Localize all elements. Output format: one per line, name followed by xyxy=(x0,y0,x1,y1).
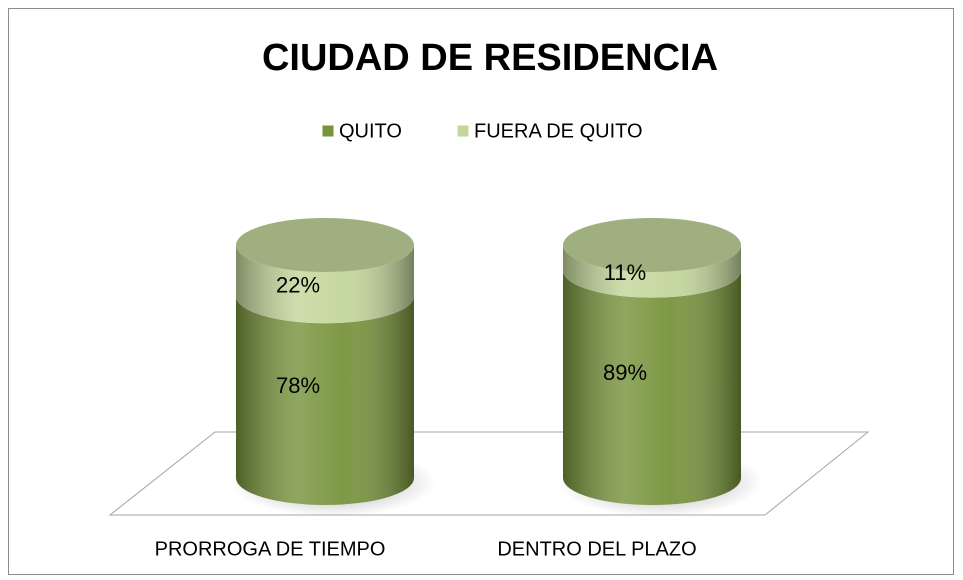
legend-marker xyxy=(321,124,335,138)
segment-shading xyxy=(563,245,741,298)
legend-marker xyxy=(456,124,470,138)
x-tick-label: DENTRO DEL PLAZO xyxy=(497,538,696,560)
cylinder-top xyxy=(236,218,414,272)
segment-shading xyxy=(236,245,414,324)
cylinder-top-shading xyxy=(563,218,741,272)
segment-shading xyxy=(236,296,414,505)
segment-shading xyxy=(563,270,741,505)
cylinder-top xyxy=(563,218,741,272)
data-label: 11% xyxy=(604,260,646,285)
cylinder-top-shading xyxy=(236,218,414,272)
data-label: 78% xyxy=(276,373,320,398)
chart-title: CIUDAD DE RESIDENCIA xyxy=(262,37,718,79)
data-label: 22% xyxy=(276,273,320,298)
legend-label: FUERA DE QUITO xyxy=(474,120,643,142)
data-label: 89% xyxy=(603,360,647,385)
x-tick-label: PRORROGA DE TIEMPO xyxy=(155,538,386,560)
legend-label: QUITO xyxy=(339,120,402,142)
